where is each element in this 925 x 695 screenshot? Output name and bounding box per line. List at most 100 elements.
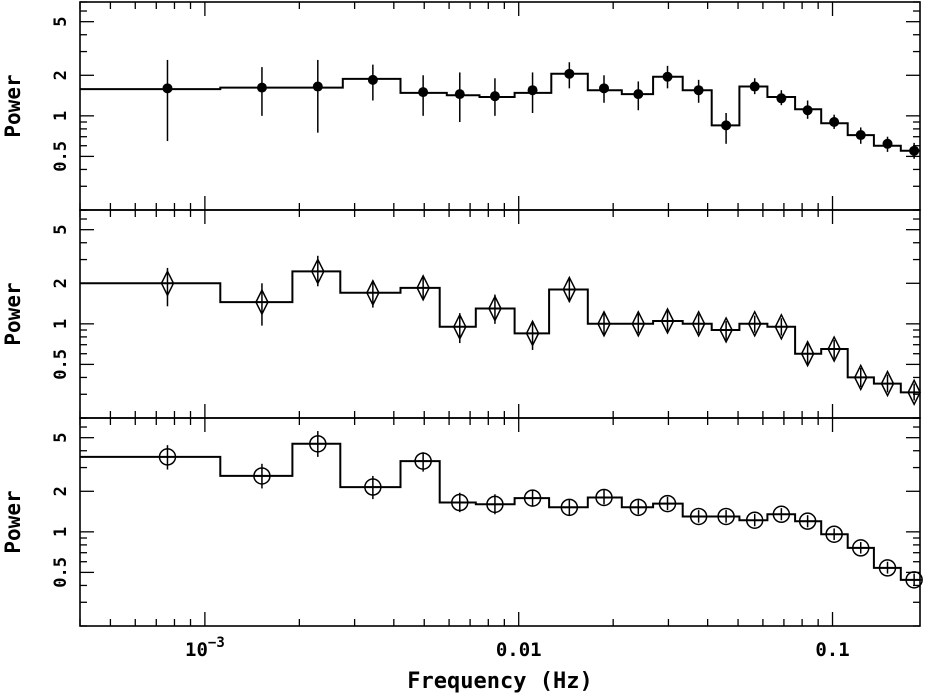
x-tick-label: 0.1: [815, 639, 849, 661]
data-point: [454, 72, 465, 123]
x-tick-label: 0.01: [496, 639, 542, 661]
data-point: [633, 81, 644, 111]
data-point: [882, 136, 893, 152]
data-point: [160, 267, 175, 307]
diamond-marker: [747, 310, 762, 338]
data-point: [721, 112, 732, 144]
data-point: [774, 313, 789, 341]
data-point: [595, 488, 613, 507]
data-point: [451, 492, 469, 513]
diamond-marker: [880, 369, 895, 398]
data-point: [660, 307, 675, 335]
data-point: [800, 340, 815, 368]
data-point: [802, 100, 813, 119]
y-tick-label: 0.5: [51, 141, 71, 172]
filled-circle-marker: [721, 120, 732, 131]
data-point: [658, 494, 677, 513]
data-point: [364, 475, 382, 500]
data-point: [855, 127, 866, 144]
data-point: [560, 498, 579, 517]
x-tick-labels: 10−3 0.01 0.1: [185, 635, 850, 661]
diamond-marker: [310, 257, 325, 286]
filled-circle-marker: [162, 83, 173, 94]
data-point: [523, 489, 542, 507]
filled-circle-marker: [909, 145, 920, 156]
data-point: [853, 363, 868, 392]
data-point: [776, 90, 787, 106]
diamond-marker: [853, 363, 868, 392]
diamond-marker: [800, 340, 815, 368]
filled-circle-marker: [693, 85, 704, 96]
filled-circle-marker: [256, 82, 267, 93]
data-point: [309, 431, 327, 457]
diamond-marker: [562, 275, 577, 304]
data-point: [525, 319, 540, 350]
diamond-marker: [160, 269, 175, 297]
data-point: [825, 525, 843, 543]
data-point: [255, 283, 269, 326]
data-point: [749, 78, 760, 95]
y-tick-label: 5: [51, 17, 71, 27]
data-point: [414, 452, 432, 472]
data-point: [597, 310, 611, 338]
filled-circle-marker: [489, 91, 500, 102]
data-point: [418, 75, 429, 116]
data-point: [599, 75, 610, 103]
filled-circle-marker: [418, 87, 429, 98]
data-point: [798, 512, 817, 530]
y-tick-label: 1: [51, 319, 71, 329]
filled-circle-marker: [749, 81, 760, 92]
data-point: [488, 294, 502, 324]
data-point: [416, 274, 430, 302]
data-point: [693, 79, 704, 103]
filled-circle-marker: [882, 138, 893, 149]
y-tick-label: 5: [51, 225, 71, 235]
filled-circle-marker: [367, 74, 378, 85]
data-point: [905, 571, 923, 589]
data-point: [691, 310, 706, 338]
diamond-marker: [691, 310, 706, 338]
diamond-marker: [719, 316, 733, 344]
data-point: [564, 62, 575, 89]
filled-circle-marker: [855, 130, 866, 141]
diamond-marker: [660, 307, 675, 335]
data-point: [366, 279, 380, 308]
data-point: [662, 65, 673, 89]
data-point: [878, 559, 897, 577]
filled-circle-marker: [776, 93, 787, 104]
data-point: [367, 64, 378, 101]
filled-circle-marker: [829, 117, 840, 128]
panel-bottom: 0.5 1 2 5 Power: [1, 417, 923, 627]
data-point: [452, 313, 467, 344]
filled-circle-marker: [454, 89, 465, 100]
model-step-line: [80, 442, 920, 581]
y-tick-label: 0.5: [51, 349, 71, 380]
data-point: [829, 114, 840, 129]
plot-frame: [79, 1, 921, 211]
y-axis-label: Power: [1, 74, 25, 137]
diamond-marker: [525, 319, 540, 348]
model-step-line: [80, 72, 920, 152]
panel-top: 0.5 1 2 5 Power: [1, 1, 921, 211]
data-point: [158, 445, 177, 470]
filled-circle-marker: [802, 105, 813, 116]
data-point: [719, 316, 733, 344]
data-point: [772, 505, 791, 524]
x-axis-label: Frequency (Hz): [407, 669, 592, 694]
plot-frame: [79, 417, 921, 627]
data-point: [527, 72, 538, 113]
data-point: [689, 507, 708, 526]
data-point: [310, 255, 325, 287]
y-tick-label: 5: [51, 433, 71, 443]
data-point: [907, 378, 921, 407]
data-point: [631, 310, 646, 338]
y-axis-label: Power: [1, 490, 25, 553]
diamond-marker: [488, 294, 502, 323]
data-point: [562, 275, 577, 304]
diamond-marker: [255, 288, 269, 316]
y-tick-label: 1: [51, 527, 71, 537]
data-point: [747, 310, 762, 338]
data-point: [851, 539, 870, 557]
filled-circle-marker: [312, 81, 323, 92]
